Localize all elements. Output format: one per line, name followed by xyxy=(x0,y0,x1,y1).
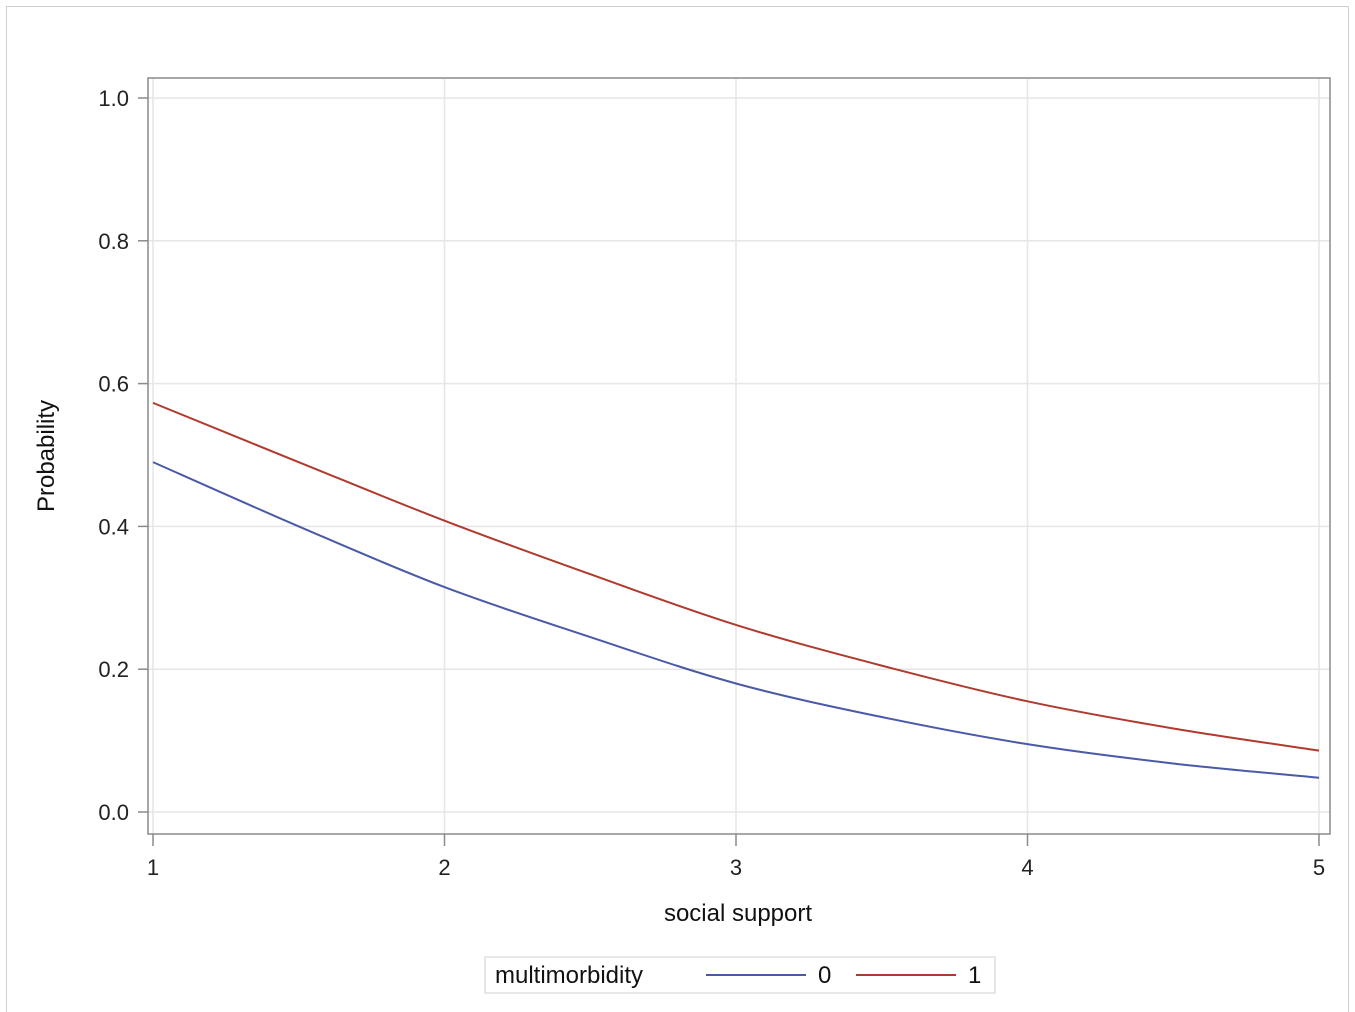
y-tick-label: 0.6 xyxy=(98,372,129,397)
grid-lines xyxy=(148,78,1330,834)
legend: multimorbidity 0 1 xyxy=(484,956,996,994)
x-axis-title: social support xyxy=(664,900,812,927)
legend-title: multimorbidity xyxy=(495,962,643,989)
plot-border xyxy=(147,77,1331,835)
series-line-1 xyxy=(152,401,1320,752)
x-tick-label: 4 xyxy=(1021,855,1033,880)
x-tick-label: 3 xyxy=(730,855,742,880)
y-tick-label: 0.4 xyxy=(98,514,129,539)
y-axis-title: Probability xyxy=(33,400,60,512)
x-tick-label: 1 xyxy=(147,855,159,880)
series-line-0 xyxy=(152,461,1320,779)
x-tick-label: 5 xyxy=(1313,855,1325,880)
y-tick-label: 1.0 xyxy=(98,86,129,111)
series-lines xyxy=(152,401,1320,779)
axis-ticks: 0.0 0.2 0.4 0.6 0.8 1.0 1 2 3 4 5 xyxy=(98,86,1325,880)
plot-area xyxy=(148,78,1330,834)
y-tick-label: 0.8 xyxy=(98,229,129,254)
legend-label-series-1: 1 xyxy=(968,962,981,989)
y-tick-label: 0.0 xyxy=(98,800,129,825)
legend-label-series-0: 0 xyxy=(818,962,831,989)
x-tick-label: 2 xyxy=(438,855,450,880)
y-tick-label: 0.2 xyxy=(98,657,129,682)
